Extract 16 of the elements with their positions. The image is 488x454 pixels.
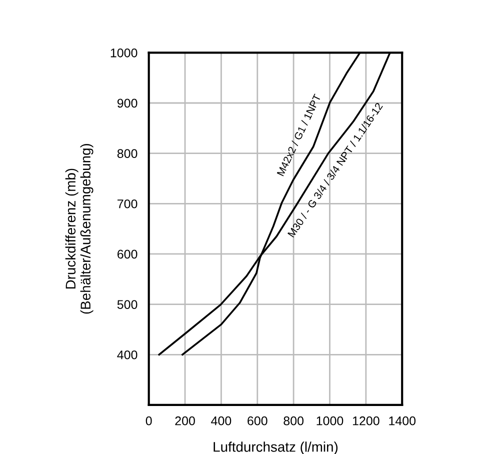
x-tick-label: 1200 [352, 416, 380, 426]
x-tick-label: 1400 [389, 416, 416, 426]
x-tick-label: 800 [284, 416, 304, 426]
y-tick-label: 800 [117, 149, 138, 158]
x-tick-label: 400 [211, 416, 232, 426]
y-tick-label: 900 [117, 98, 138, 108]
y-tick-label: 1000 [110, 48, 138, 58]
y-tick-label: 500 [117, 300, 138, 309]
x-tick-label: 1000 [316, 416, 344, 426]
y-tick-label: 400 [117, 350, 138, 360]
y-tick-label: 700 [118, 199, 138, 208]
y-tick-label: 600 [118, 250, 138, 259]
x-tick-label: 600 [248, 416, 268, 426]
y-axis-title: Druckdifferenz (mb) (Behälter/Außenumgebung) [65, 144, 94, 314]
x-tick-label: 0 [146, 416, 152, 426]
x-tick-label: 200 [175, 416, 195, 426]
